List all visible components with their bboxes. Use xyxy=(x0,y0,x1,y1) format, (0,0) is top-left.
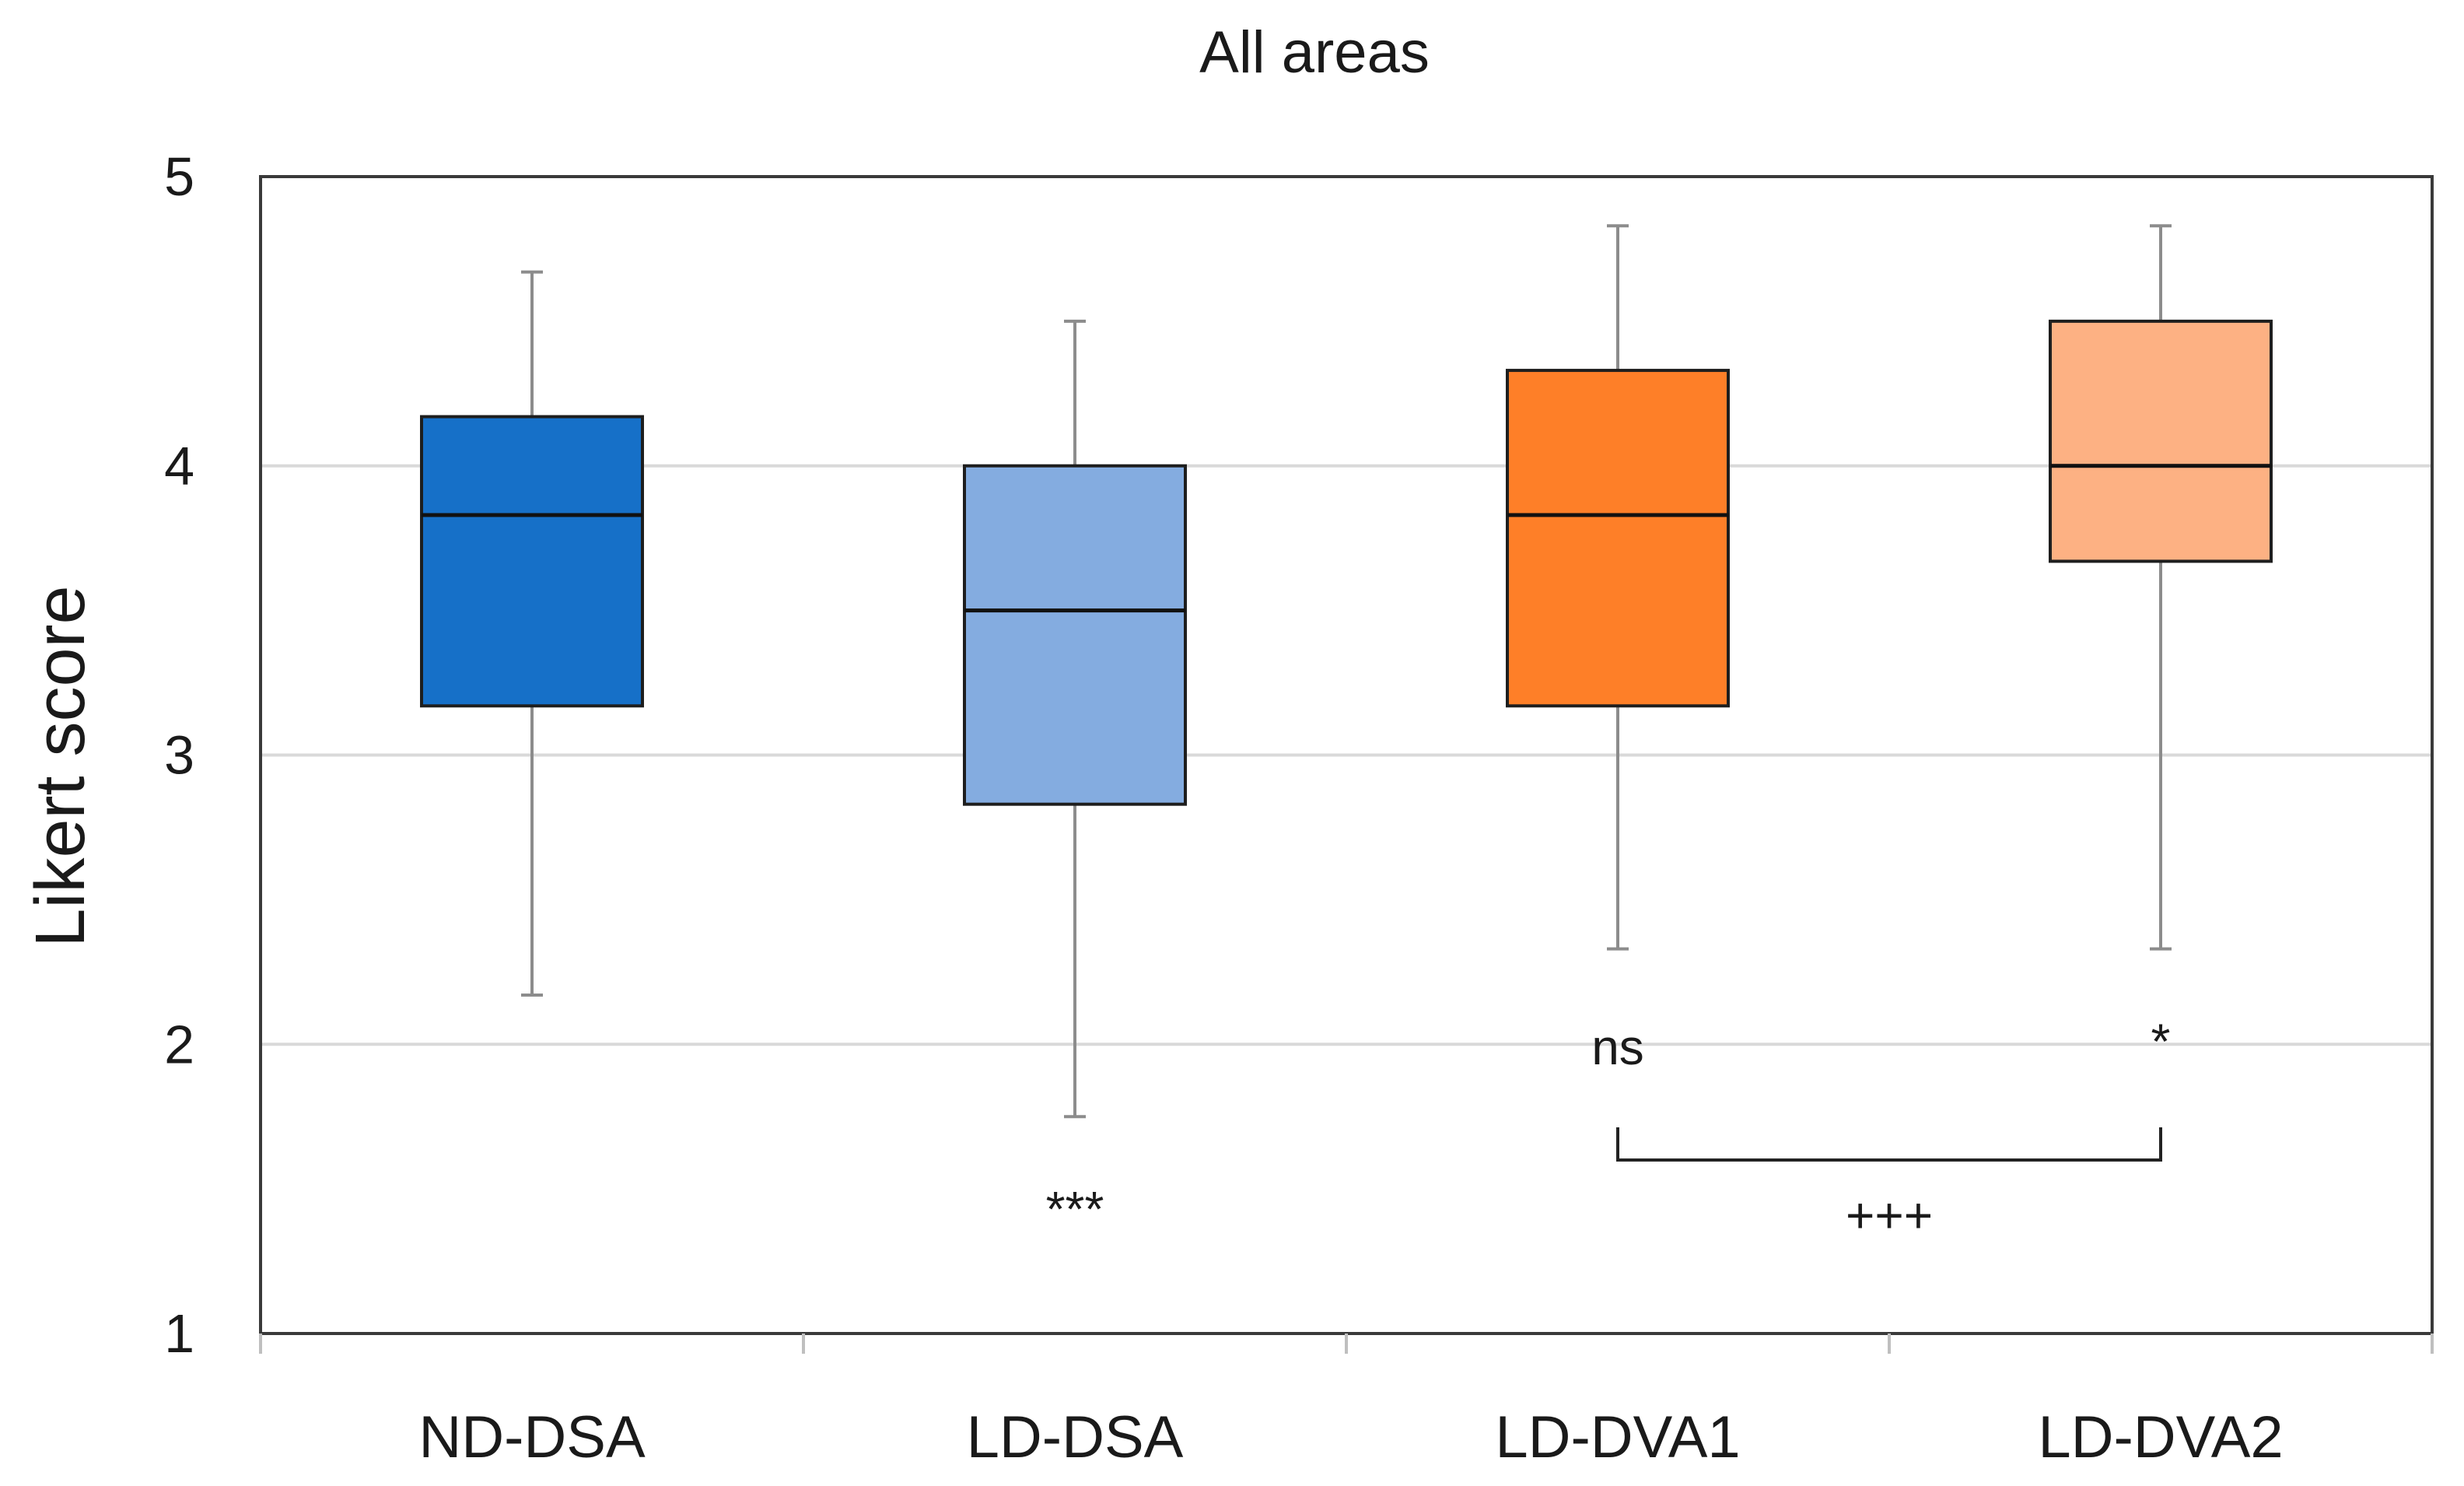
significance-label: * xyxy=(2151,1014,2171,1070)
boxes xyxy=(420,224,2273,1119)
box-nd-dsa xyxy=(420,270,644,997)
chart-title: All areas xyxy=(1199,19,1430,86)
box-ld-dsa xyxy=(963,319,1187,1119)
box-iqr xyxy=(1506,369,1730,708)
annotations: *** ns * +++ xyxy=(1046,1014,2171,1243)
x-tick-label: LD-DSA xyxy=(967,1404,1184,1470)
significance-label: *** xyxy=(1046,1181,1104,1237)
significance-label: ns xyxy=(1591,1019,1644,1075)
y-tick-label: 4 xyxy=(164,436,194,496)
box-ld-dva1 xyxy=(1506,224,1730,951)
box-iqr xyxy=(420,415,644,708)
y-tick-label: 5 xyxy=(164,146,194,207)
x-tick-label: LD-DVA1 xyxy=(1495,1404,1740,1470)
comparison-bracket xyxy=(1616,1127,2162,1162)
x-tick-label: LD-DVA2 xyxy=(2038,1404,2283,1470)
box-iqr xyxy=(963,464,1187,806)
x-axis: ND-DSA LD-DSA LD-DVA1 LD-DVA2 xyxy=(259,1334,2434,1470)
y-axis-label: Likert score xyxy=(22,585,100,947)
y-tick-label: 2 xyxy=(164,1014,194,1074)
y-tick-label: 3 xyxy=(164,725,194,786)
box-ld-dva2 xyxy=(2049,224,2273,951)
y-tick-label: 1 xyxy=(164,1303,194,1364)
x-tick-label: ND-DSA xyxy=(418,1404,646,1470)
y-axis-ticks: 1 2 3 4 5 xyxy=(164,146,194,1364)
box-iqr xyxy=(2049,319,2273,563)
bracket-label: +++ xyxy=(1846,1187,1933,1243)
